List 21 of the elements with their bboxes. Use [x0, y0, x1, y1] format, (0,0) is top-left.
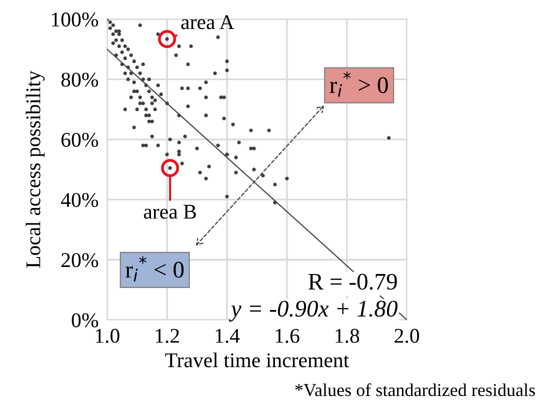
annotation: area A	[181, 15, 234, 30]
y-tick-label: 80%	[61, 72, 98, 87]
annotation: y = -0.90x + 1.80	[228, 300, 398, 322]
x-tick-label: 2.0	[394, 328, 420, 343]
x-tick-label: 1.0	[96, 328, 120, 343]
x-tick-label: 1.8	[336, 328, 360, 343]
y-tick-label: 60%	[61, 132, 98, 147]
y-tick-label: 0%	[72, 313, 98, 328]
y-tick-label: 40%	[61, 192, 98, 208]
annotation: r$_{i}$$^{*}$ > 0	[330, 72, 388, 97]
x-tick-label: 1.4	[216, 328, 240, 343]
text: *Values of standardized residuals	[295, 383, 535, 396]
x-tick-label: 1.6	[276, 328, 300, 343]
y-tick-label: 20%	[62, 253, 98, 268]
x-axis-title: Travel time increment	[165, 352, 350, 368]
annotation: area B	[144, 204, 196, 219]
annotation: R = -0.79	[308, 274, 397, 290]
annotation: r$_{i}$$^{*}$ < 0	[126, 256, 184, 282]
y-axis-title: Local access possibility	[26, 70, 45, 268]
y-tick-label: 100%	[52, 12, 98, 27]
x-tick-label: 1.2	[156, 328, 179, 343]
